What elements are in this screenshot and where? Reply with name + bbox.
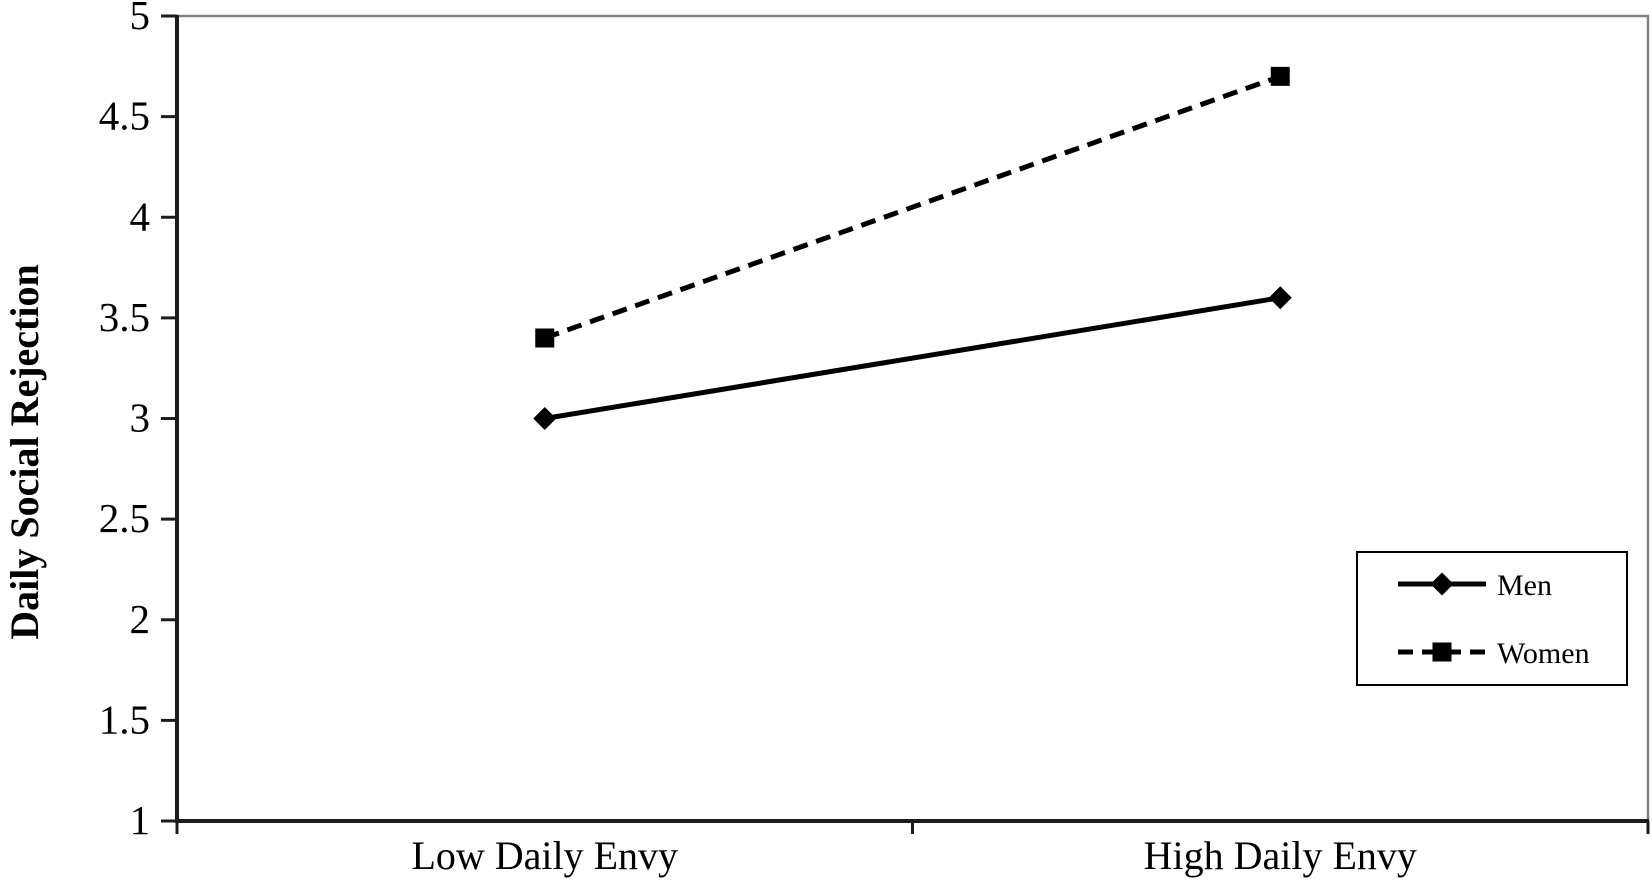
- legend-label-women: Women: [1497, 637, 1590, 670]
- y-tick-label: 2.5: [99, 495, 150, 541]
- y-tick-label: 2: [130, 596, 151, 642]
- data-point-men-diamond: [533, 407, 557, 430]
- data-point-men-diamond: [1268, 286, 1292, 310]
- y-axis-title: Daily Social Rejection: [2, 264, 47, 640]
- x-category-label: High Daily Envy: [1144, 833, 1417, 878]
- legend-marker-diamond: [1430, 572, 1454, 596]
- y-tick-label: 1: [130, 797, 151, 843]
- series-line-men: [544, 295, 1281, 421]
- y-tick-label: 5: [130, 0, 151, 38]
- y-tick-label: 3: [130, 395, 151, 441]
- legend-label-men: Men: [1497, 569, 1552, 602]
- data-point-women-square: [535, 328, 555, 348]
- data-point-women-square: [1270, 66, 1290, 86]
- legend-box: [1356, 551, 1628, 686]
- y-tick-label: 1.5: [99, 696, 150, 742]
- legend-marker-square: [1432, 642, 1452, 662]
- x-category-label: Low Daily Envy: [411, 833, 678, 878]
- y-tick-label: 4: [130, 193, 151, 239]
- y-tick-label: 4.5: [99, 93, 150, 139]
- y-tick-label: 3.5: [99, 294, 150, 340]
- series-line-women: [543, 74, 1282, 341]
